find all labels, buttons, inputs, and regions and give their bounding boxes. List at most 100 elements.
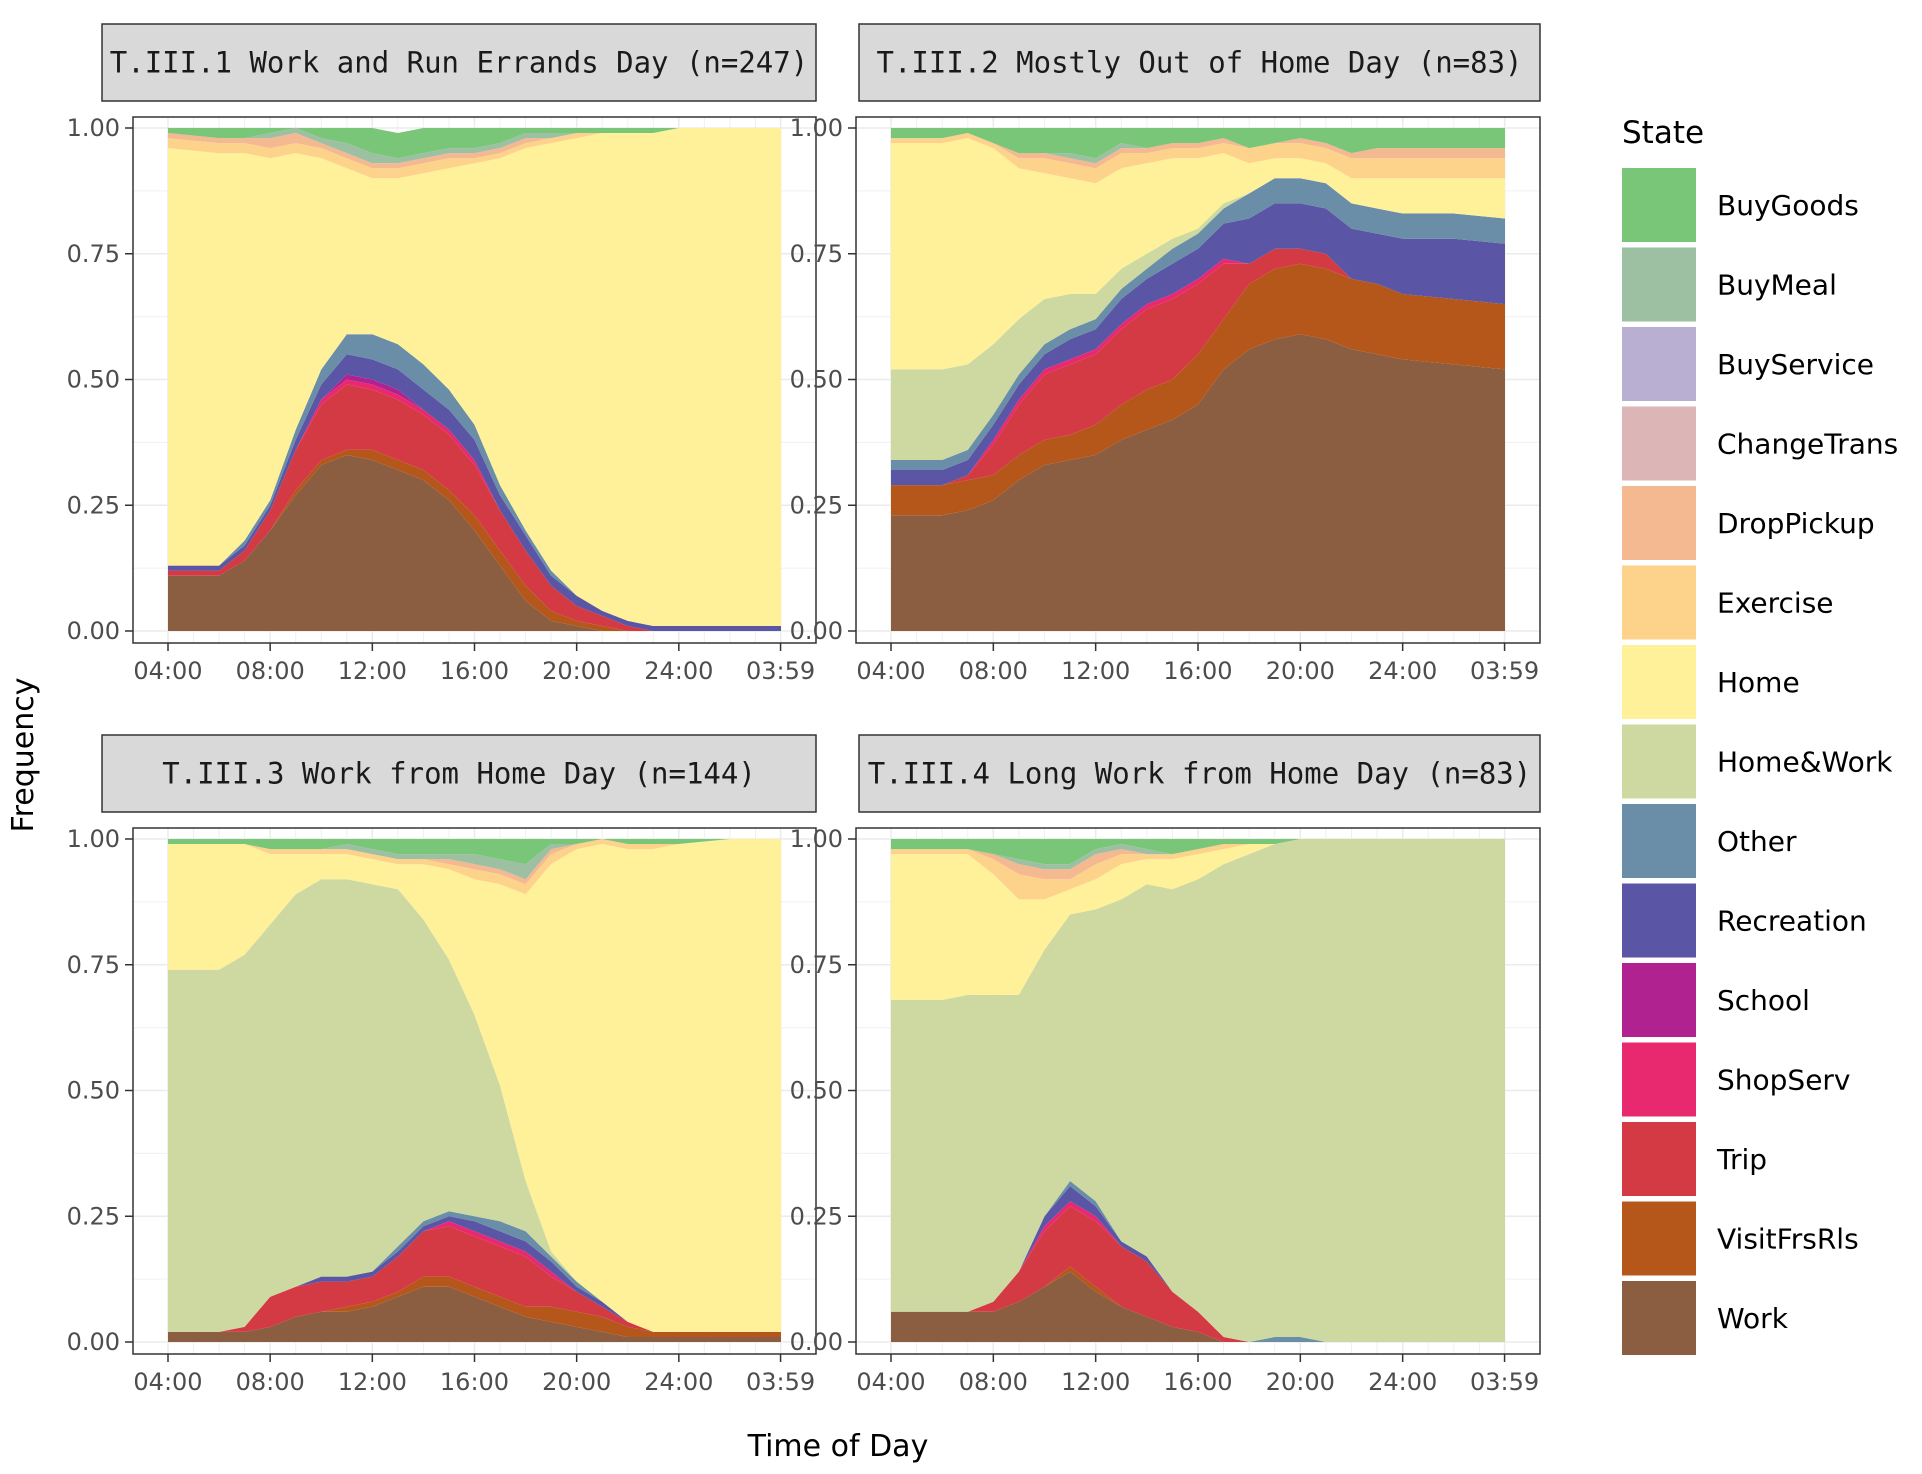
x-tick-label: 04:00 bbox=[856, 657, 925, 685]
area-visitfrsrls bbox=[168, 1276, 781, 1337]
strip-header bbox=[858, 734, 1541, 813]
y-tick-label: 0.00 bbox=[67, 617, 120, 645]
area-home-and-work bbox=[891, 178, 1505, 461]
x-tick-label: 03:59 bbox=[1470, 1368, 1539, 1396]
y-tick-label: 0.50 bbox=[67, 366, 120, 394]
legend-swatch bbox=[1622, 804, 1696, 878]
area-exercise bbox=[168, 128, 781, 179]
area-exercise bbox=[891, 839, 1505, 900]
legend-label: School bbox=[1717, 984, 1810, 1017]
x-tick-label: 03:59 bbox=[746, 657, 815, 685]
x-tick-label: 08:00 bbox=[236, 1368, 305, 1396]
area-work bbox=[891, 1271, 1505, 1342]
legend-swatch bbox=[1622, 963, 1696, 1037]
legend-item-shopserv: ShopServ bbox=[1622, 1042, 1851, 1117]
area-home-and-work bbox=[168, 879, 781, 1332]
x-tick-label: 12:00 bbox=[338, 1368, 407, 1396]
legend-swatch bbox=[1622, 1201, 1696, 1276]
stacked-areas bbox=[168, 839, 781, 1342]
x-tick-label: 24:00 bbox=[1368, 657, 1437, 685]
legend-title: State bbox=[1622, 115, 1704, 151]
y-tick-label: 0.00 bbox=[790, 617, 843, 645]
y-tick-label: 0.50 bbox=[790, 1077, 843, 1105]
x-tick-label: 08:00 bbox=[959, 657, 1028, 685]
area-buymeal bbox=[168, 839, 781, 880]
legend-label: Recreation bbox=[1717, 905, 1867, 938]
panel-border bbox=[855, 827, 1541, 1355]
area-buygoods bbox=[168, 839, 781, 865]
legend-label: BuyMeal bbox=[1717, 269, 1837, 302]
y-axis-title: Frequency bbox=[6, 678, 41, 833]
legend-swatch bbox=[1622, 168, 1696, 242]
y-tick-label: 0.00 bbox=[790, 1328, 843, 1356]
legend-swatch bbox=[1622, 247, 1696, 322]
area-home bbox=[168, 839, 781, 1332]
y-tick-label: 0.50 bbox=[67, 1077, 120, 1105]
stacked-areas bbox=[168, 128, 781, 631]
legend-item-home: Home bbox=[1622, 645, 1800, 719]
panel-4: T.III.4 Long Work from Home Day (n=83) 0.… bbox=[790, 734, 1541, 1396]
y-tick-label: 0.75 bbox=[790, 951, 843, 979]
y-tick-label: 0.25 bbox=[790, 1202, 843, 1230]
x-tick-label: 20:00 bbox=[542, 1368, 611, 1396]
panel-title: T.III.1 Work and Run Errands Day (n=247) bbox=[110, 46, 808, 80]
legend-item-visitfrsrls: VisitFrsRls bbox=[1622, 1201, 1859, 1276]
legend-swatch bbox=[1622, 565, 1696, 640]
legend-item-school: School bbox=[1622, 963, 1810, 1037]
x-tick-label: 16:00 bbox=[1163, 657, 1232, 685]
area-trip bbox=[168, 384, 781, 631]
panel-2: T.III.2 Mostly Out of Home Day (n=83) 0.0… bbox=[790, 23, 1541, 685]
legend-item-exercise: Exercise bbox=[1622, 565, 1834, 640]
area-home bbox=[168, 128, 781, 626]
panel-border bbox=[132, 116, 817, 644]
y-tick-label: 0.25 bbox=[67, 1202, 120, 1230]
area-home bbox=[891, 138, 1505, 370]
legend-item-work: Work bbox=[1622, 1281, 1789, 1355]
area-recreation bbox=[891, 1186, 1505, 1342]
legend-item-buymeal: BuyMeal bbox=[1622, 247, 1837, 322]
strip-header bbox=[101, 23, 817, 102]
x-tick-label: 24:00 bbox=[644, 1368, 713, 1396]
panel-title: T.III.3 Work from Home Day (n=144) bbox=[162, 757, 756, 791]
y-tick-label: 0.50 bbox=[790, 366, 843, 394]
legend-item-recreation: Recreation bbox=[1622, 883, 1867, 958]
x-tick-label: 16:00 bbox=[440, 657, 509, 685]
legend-label: Home bbox=[1717, 666, 1800, 699]
area-buygoods bbox=[891, 128, 1505, 159]
legend-swatch bbox=[1622, 1042, 1696, 1117]
legend-label: Exercise bbox=[1717, 587, 1834, 620]
y-tick-label: 1.00 bbox=[67, 114, 120, 142]
x-tick-label: 04:00 bbox=[133, 657, 202, 685]
area-trip bbox=[891, 248, 1505, 486]
area-recreation bbox=[891, 203, 1505, 486]
y-tick-label: 0.75 bbox=[67, 240, 120, 268]
stacked-areas bbox=[891, 839, 1505, 1342]
x-tick-label: 12:00 bbox=[1061, 657, 1130, 685]
x-tick-label: 24:00 bbox=[644, 657, 713, 685]
x-tick-label: 12:00 bbox=[1061, 1368, 1130, 1396]
x-tick-label: 03:59 bbox=[1470, 657, 1539, 685]
x-tick-label: 20:00 bbox=[1266, 1368, 1335, 1396]
x-tick-label: 08:00 bbox=[236, 657, 305, 685]
y-tick-label: 1.00 bbox=[790, 114, 843, 142]
y-tick-label: 0.25 bbox=[790, 491, 843, 519]
area-trip bbox=[168, 1226, 781, 1332]
area-buygoods bbox=[891, 839, 1505, 865]
y-tick-label: 1.00 bbox=[67, 825, 120, 853]
legend-label: BuyGoods bbox=[1717, 189, 1859, 222]
area-trip bbox=[891, 1206, 1505, 1342]
area-visitfrsrls bbox=[891, 263, 1505, 516]
legend-label: VisitFrsRls bbox=[1717, 1223, 1859, 1256]
x-tick-label: 24:00 bbox=[1368, 1368, 1437, 1396]
area-work bbox=[168, 1286, 781, 1342]
legend-label: Other bbox=[1717, 825, 1797, 858]
panel-border bbox=[855, 116, 1541, 644]
x-tick-label: 16:00 bbox=[1163, 1368, 1232, 1396]
y-tick-label: 0.25 bbox=[67, 491, 120, 519]
legend-label: Work bbox=[1717, 1302, 1789, 1335]
legend-item-trip: Trip bbox=[1622, 1122, 1767, 1196]
panel-3: T.III.3 Work from Home Day (n=144) 0.00 0.… bbox=[67, 734, 817, 1396]
legend-label: ChangeTrans bbox=[1717, 428, 1898, 461]
area-work bbox=[891, 334, 1505, 631]
legend-item-droppickup: DropPickup bbox=[1622, 486, 1875, 560]
